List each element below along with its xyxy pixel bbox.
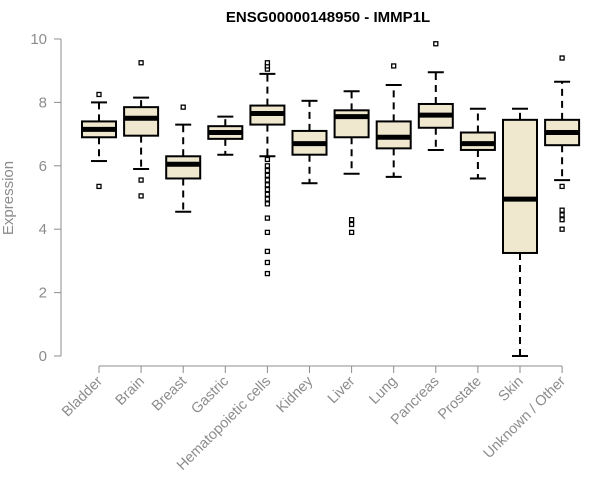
outlier-point <box>391 63 397 69</box>
outlier-point <box>264 191 271 197</box>
x-tick-label: Brain <box>113 374 148 409</box>
x-tick-label: Kidney <box>274 373 317 416</box>
outlier-point <box>559 226 565 232</box>
outlier-point <box>264 248 271 255</box>
outlier-point <box>348 229 355 236</box>
outlier-point <box>264 177 271 183</box>
outlier-point <box>264 156 271 163</box>
outlier-point <box>264 270 271 277</box>
outlier-point <box>264 186 271 193</box>
outlier-point <box>559 207 565 213</box>
chart-title: ENSG00000148950 - IMMP1L <box>226 9 430 26</box>
outlier-point <box>264 259 271 266</box>
outlier-point <box>138 193 144 199</box>
x-tick-label: Breast <box>149 374 190 415</box>
x-tick-label: Prostate <box>435 374 484 423</box>
iqr-box <box>123 106 160 137</box>
outlier-point <box>433 41 439 47</box>
outlier-point <box>264 60 271 66</box>
outlier-point <box>96 91 102 98</box>
iqr-box <box>502 118 538 254</box>
outlier-point <box>559 212 565 218</box>
y-tick-label: 10 <box>30 31 47 48</box>
y-axis-label: Expression <box>0 161 17 235</box>
box-pancreas <box>417 41 454 151</box>
y-tick-label: 4 <box>39 221 47 238</box>
outlier-point <box>264 196 271 202</box>
outlier-point <box>264 201 271 207</box>
box-liver <box>333 90 370 236</box>
box-bladder <box>81 91 117 190</box>
outlier-point <box>559 55 565 61</box>
y-tick-label: 6 <box>39 158 47 175</box>
x-tick-label: Lung <box>366 374 400 408</box>
iqr-box <box>165 155 202 180</box>
outlier-point <box>264 167 271 174</box>
outlier-point <box>348 217 355 223</box>
y-tick-label: 2 <box>39 285 47 302</box>
outlier-point <box>264 172 271 178</box>
outlier-point <box>559 183 565 190</box>
outlier-point <box>264 163 271 169</box>
box-prostate <box>459 107 496 180</box>
box-gastric <box>207 115 244 156</box>
box-skin <box>502 107 538 357</box>
box-lung <box>375 63 412 178</box>
outlier-point <box>138 60 144 66</box>
outlier-point <box>559 217 565 223</box>
outlier-point <box>264 229 271 236</box>
box-breast <box>165 104 202 213</box>
box-unknown-other <box>544 55 581 232</box>
y-tick-label: 8 <box>39 94 47 111</box>
outlier-point <box>348 221 355 228</box>
y-axis: 0 2 4 6 8 10 <box>30 31 62 365</box>
box-brain <box>123 60 160 199</box>
box-hematopoietic-cells <box>249 60 286 277</box>
boxes <box>81 41 581 357</box>
outlier-point <box>138 177 144 183</box>
outlier-point <box>180 104 186 110</box>
y-tick-label: 0 <box>39 348 47 365</box>
x-tick-label: Bladder <box>59 373 106 420</box>
x-tick-label: Skin <box>496 374 527 405</box>
box-kidney <box>291 99 328 185</box>
outlier-point <box>264 182 271 188</box>
x-tick-label: Liver <box>325 373 359 407</box>
outlier-point <box>96 183 102 190</box>
outlier-point <box>264 215 271 221</box>
